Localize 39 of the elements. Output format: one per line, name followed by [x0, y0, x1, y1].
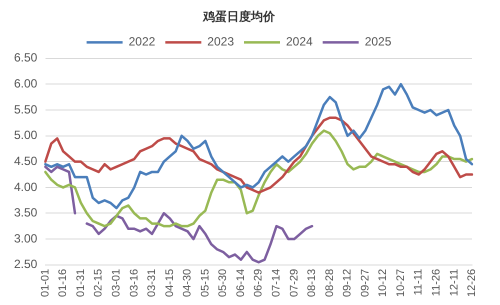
x-tick-label: 08-13	[306, 268, 318, 298]
x-tick-label: 06-14	[234, 268, 247, 298]
x-tick-label: 07-14	[270, 268, 282, 298]
x-tick-label: 07-29	[288, 268, 300, 298]
x-tick-label: 10-27	[394, 268, 407, 298]
y-tick-label: 6.00	[14, 76, 38, 91]
x-tick-label: 05-30	[217, 268, 230, 298]
x-tick-label: 08-28	[324, 268, 336, 298]
x-tick-label: 11-26	[430, 268, 442, 296]
x-tick-label: 09-12	[342, 268, 354, 298]
legend-label: 2022	[128, 34, 156, 49]
y-tick-label: 3.00	[14, 231, 38, 246]
x-tick-label: 10-12	[377, 268, 390, 298]
y-tick-label: 4.50	[14, 154, 38, 168]
x-tick-label: 12-11	[448, 268, 460, 296]
x-tick-label: 02-15	[92, 268, 105, 298]
x-tick-label: 11-11	[412, 268, 425, 296]
x-tick-label: 06-29	[252, 268, 265, 298]
legend-label: 2025	[364, 34, 392, 49]
y-tick-label: 5.00	[14, 128, 38, 142]
chart-title: 鸡蛋日度均价	[202, 9, 276, 24]
x-tick-label: 03-16	[128, 268, 140, 298]
x-tick-label: 01-31	[74, 268, 87, 298]
y-tick-label: 6.50	[14, 50, 38, 65]
x-tick-label: 03-31	[146, 268, 158, 298]
y-tick-label: 2.50	[14, 257, 38, 272]
y-tick-label: 5.50	[14, 102, 38, 116]
legend-label: 2024	[286, 34, 314, 49]
x-tick-label: 12-26	[466, 268, 478, 298]
x-tick-label: 01-16	[57, 268, 70, 298]
x-tick-label: 09-27	[359, 268, 372, 298]
x-tick-label: 05-15	[199, 268, 212, 298]
x-tick-label: 04-30	[182, 268, 194, 298]
x-tick-label: 04-15	[164, 268, 176, 298]
legend-label: 2023	[207, 34, 234, 49]
y-tick-label: 3.50	[14, 206, 38, 220]
y-tick-label: 4.00	[14, 180, 38, 194]
x-tick-label: 03-01	[110, 268, 122, 298]
x-tick-label: 01-01	[39, 268, 52, 298]
